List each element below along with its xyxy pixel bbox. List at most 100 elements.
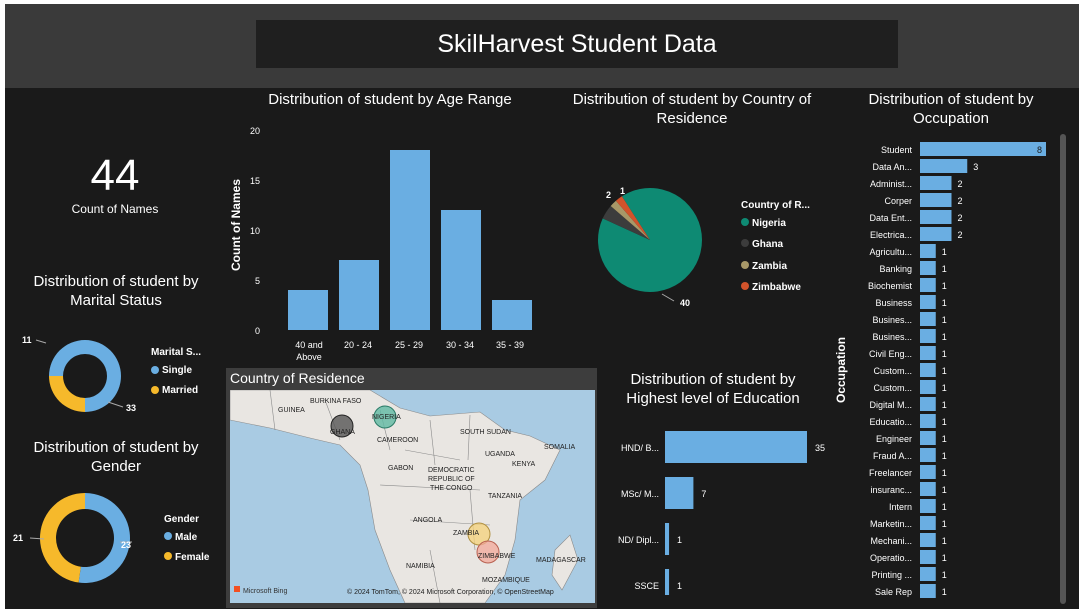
age-bar[interactable] bbox=[288, 290, 328, 330]
education-bar[interactable] bbox=[665, 431, 807, 463]
occupation-bar[interactable] bbox=[920, 142, 1046, 156]
age-bar[interactable] bbox=[339, 260, 379, 330]
gender-donut[interactable] bbox=[39, 493, 130, 583]
occupation-bar[interactable] bbox=[920, 159, 968, 173]
country-pie[interactable] bbox=[598, 188, 702, 292]
occupation-bar[interactable] bbox=[920, 329, 936, 343]
occupation-value-label: 1 bbox=[942, 332, 947, 342]
age-ylabel: Count of Names bbox=[229, 179, 243, 271]
occupation-bar[interactable] bbox=[920, 465, 936, 479]
map-view[interactable]: BURKINA FASO GUINEA NIGERIA GHANA CAMERO… bbox=[230, 390, 595, 603]
country-legend-zambia-dot bbox=[741, 261, 749, 269]
occupation-bar[interactable] bbox=[920, 346, 936, 360]
occupation-bar[interactable] bbox=[920, 363, 936, 377]
bing-logo-icon bbox=[234, 586, 240, 592]
map-label-drc-3: THE CONGO bbox=[430, 485, 473, 492]
age-bar-chart[interactable]: Count of Names 0 5 10 15 20 40 and Above 20 … bbox=[226, 110, 546, 370]
marital-slice-single[interactable] bbox=[49, 340, 121, 412]
country-legend-zimbabwe-dot bbox=[741, 282, 749, 290]
country-pie-chart[interactable]: 40 2 1 Country of R... Nigeria Ghana Zam… bbox=[590, 180, 840, 315]
occupation-value-label: 1 bbox=[942, 366, 947, 376]
occupation-scrollbar[interactable] bbox=[1060, 134, 1066, 604]
education-bar[interactable] bbox=[665, 523, 670, 555]
occupation-value-label: 1 bbox=[942, 485, 947, 495]
occupation-bar[interactable] bbox=[920, 244, 936, 258]
occupation-bar[interactable] bbox=[920, 278, 936, 292]
education-bar[interactable] bbox=[665, 569, 670, 595]
marital-slice-married[interactable] bbox=[49, 376, 85, 412]
age-y-tick-0: 0 bbox=[255, 326, 260, 336]
occupation-bar[interactable] bbox=[920, 448, 936, 462]
age-cat-5: 35 - 39 bbox=[496, 340, 524, 350]
education-bar[interactable] bbox=[665, 477, 694, 509]
country-slice-ghana[interactable] bbox=[602, 205, 650, 240]
occupation-category-label: Educatio... bbox=[869, 417, 912, 427]
occupation-bar-chart[interactable]: Occupation Student 8 Data An... 3 Administ..… bbox=[830, 138, 1058, 604]
map-label-nigeria: NIGERIA bbox=[372, 414, 401, 421]
occupation-bar[interactable] bbox=[920, 397, 936, 411]
occupation-bar[interactable] bbox=[920, 550, 936, 564]
gender-leader-female bbox=[29, 537, 45, 540]
marital-donut[interactable] bbox=[49, 340, 121, 412]
occupation-bars[interactable]: Student 8 Data An... 3 Administ... 2 Corper 2 Da… bbox=[868, 142, 1046, 598]
marital-legend-married[interactable]: Married bbox=[162, 385, 198, 396]
occupation-bar[interactable] bbox=[920, 431, 936, 445]
country-legend-ghana[interactable]: Ghana bbox=[752, 239, 784, 250]
education-category-label: ND/ Dipl... bbox=[618, 535, 659, 545]
education-category-label: MSc/ M... bbox=[621, 489, 659, 499]
occupation-bar[interactable] bbox=[920, 499, 936, 513]
age-bar[interactable] bbox=[390, 150, 430, 330]
occupation-value-label: 2 bbox=[958, 196, 963, 206]
map-label-drc-1: DEMOCRATIC bbox=[428, 467, 475, 474]
occupation-bar[interactable] bbox=[920, 516, 936, 530]
map-copyright[interactable]: © 2024 TomTom, © 2024 Microsoft Corporat… bbox=[347, 588, 554, 596]
age-y-tick-5: 5 bbox=[255, 276, 260, 286]
occupation-bar[interactable] bbox=[920, 176, 952, 190]
occupation-bar[interactable] bbox=[920, 482, 936, 496]
occupation-bar[interactable] bbox=[920, 227, 952, 241]
occupation-value-label: 8 bbox=[1037, 145, 1042, 155]
gender-donut-chart[interactable]: 21 23 Gender Male Female bbox=[10, 488, 230, 598]
education-bars[interactable]: HND/ B... 35 MSc/ M... 7 ND/ Dipl... 1 SSCE 1 bbox=[618, 431, 825, 595]
occupation-bar[interactable] bbox=[920, 312, 936, 326]
occupation-bar[interactable] bbox=[920, 414, 936, 428]
occupation-bar[interactable] bbox=[920, 261, 936, 275]
occupation-bar[interactable] bbox=[920, 584, 936, 598]
age-bar[interactable] bbox=[441, 210, 481, 330]
marital-legend-single[interactable]: Single bbox=[162, 365, 192, 376]
occupation-category-label: Fraud A... bbox=[873, 451, 912, 461]
occupation-category-label: Data Ent... bbox=[869, 213, 912, 223]
country-slice-zambia[interactable] bbox=[610, 200, 650, 240]
gender-slice-female[interactable] bbox=[39, 493, 85, 583]
occupation-bar[interactable] bbox=[920, 295, 936, 309]
occupation-value-label: 1 bbox=[942, 315, 947, 325]
map-bubble-ghana[interactable] bbox=[330, 414, 354, 438]
age-bar[interactable] bbox=[492, 300, 532, 330]
gender-legend-male[interactable]: Male bbox=[175, 532, 198, 543]
occupation-bar[interactable] bbox=[920, 210, 952, 224]
country-legend-zimbabwe[interactable]: Zimbabwe bbox=[752, 282, 801, 293]
marital-label-married: 11 bbox=[22, 335, 32, 345]
madagascar-landmass bbox=[551, 534, 579, 591]
gender-slice-male[interactable] bbox=[78, 493, 130, 583]
occupation-bar[interactable] bbox=[920, 533, 936, 547]
map-bubble-zimbabwe[interactable] bbox=[476, 540, 500, 564]
occupation-bar[interactable] bbox=[920, 567, 936, 581]
map-label-namibia: NAMIBIA bbox=[406, 563, 435, 570]
country-legend-zambia[interactable]: Zambia bbox=[752, 261, 787, 272]
occupation-category-label: Sale Rep bbox=[875, 587, 912, 597]
map-bubble-nigeria[interactable] bbox=[373, 405, 397, 429]
country-legend-nigeria[interactable]: Nigeria bbox=[752, 218, 786, 229]
age-bars[interactable] bbox=[288, 150, 532, 330]
country-slice-zimbabwe[interactable] bbox=[615, 196, 650, 240]
marital-donut-chart[interactable]: 11 33 Marital S... Single Married bbox=[10, 320, 230, 420]
occupation-value-label: 1 bbox=[942, 587, 947, 597]
education-bar-chart[interactable]: HND/ B... 35 MSc/ M... 7 ND/ Dipl... 1 SSCE 1 bbox=[600, 420, 836, 595]
marital-title-line1: Distribution of student by bbox=[33, 273, 199, 290]
age-y-tick-15: 15 bbox=[250, 176, 260, 186]
occupation-bar[interactable] bbox=[920, 193, 952, 207]
kpi-card[interactable]: 44 Count of Names bbox=[40, 150, 190, 225]
occupation-category-label: Digital M... bbox=[869, 400, 912, 410]
occupation-bar[interactable] bbox=[920, 380, 936, 394]
gender-legend-female[interactable]: Female bbox=[175, 552, 210, 563]
